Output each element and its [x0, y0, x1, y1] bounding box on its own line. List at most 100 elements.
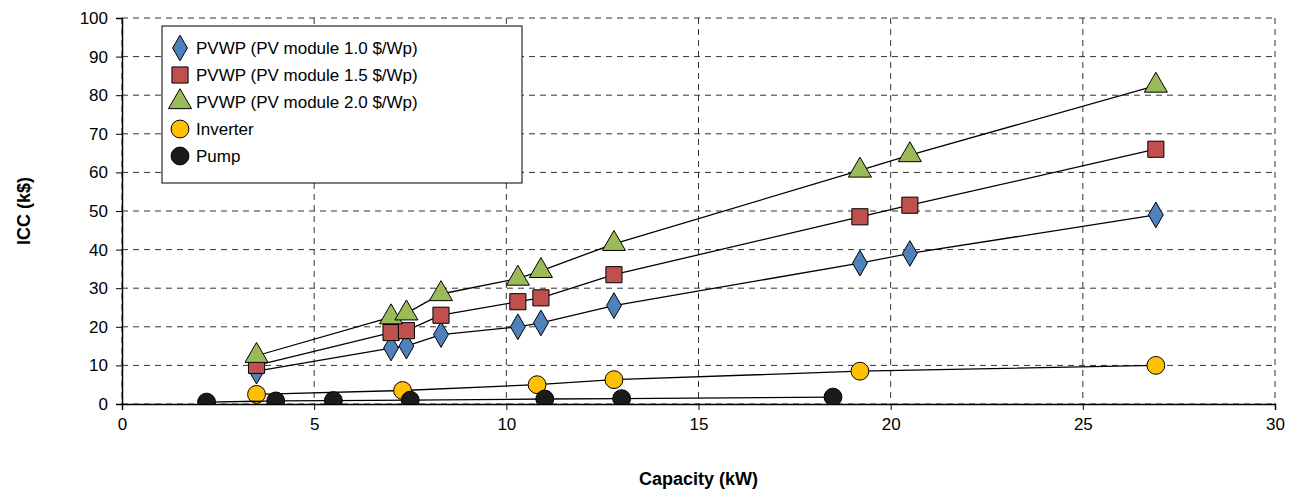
point — [605, 371, 623, 389]
tick-mark — [1083, 404, 1084, 410]
point — [848, 157, 871, 177]
tick-mark — [116, 211, 122, 212]
tick-label: 10 — [497, 415, 516, 434]
legend-box — [162, 26, 522, 183]
point — [534, 310, 549, 336]
tick-label: 5 — [310, 415, 319, 434]
point — [198, 393, 216, 404]
point — [383, 325, 399, 341]
tick-mark — [116, 172, 122, 173]
grid-line — [1082, 18, 1083, 404]
point — [536, 390, 554, 404]
grid-line — [1275, 18, 1276, 404]
tick: 80 — [89, 86, 122, 105]
tick: 20 — [89, 318, 122, 337]
tick-label: 25 — [1074, 415, 1093, 434]
point — [267, 392, 285, 404]
point — [429, 281, 452, 301]
point — [245, 342, 268, 362]
point — [433, 307, 449, 323]
tick-label: 30 — [1266, 415, 1285, 434]
point — [533, 290, 549, 306]
tick-label: 100 — [80, 9, 108, 28]
tick-label: 60 — [89, 163, 108, 182]
point — [506, 265, 529, 285]
tick-mark — [506, 404, 507, 410]
tick: 60 — [89, 163, 122, 182]
tick: 20 — [882, 404, 901, 434]
tick-mark — [116, 288, 122, 289]
grid — [122, 18, 1275, 404]
tick-label: 50 — [89, 202, 108, 221]
tick: 25 — [1074, 404, 1093, 434]
point — [851, 362, 869, 380]
tick-mark — [1275, 404, 1276, 410]
tick-mark — [116, 95, 122, 96]
tick-mark — [314, 404, 315, 410]
tick: 5 — [310, 404, 319, 434]
tick-mark — [116, 134, 122, 135]
tick-label: 0 — [118, 415, 127, 434]
tick-mark — [116, 327, 122, 328]
tick: 0 — [118, 404, 127, 434]
tick-label: 15 — [690, 415, 709, 434]
point — [902, 197, 918, 213]
legend-label: Pump — [196, 147, 240, 166]
tick: 70 — [89, 125, 122, 144]
legend-symbol — [173, 35, 188, 61]
grid-line — [890, 18, 891, 404]
point — [510, 294, 526, 310]
tick: 100 — [80, 9, 122, 28]
point — [613, 390, 631, 404]
tick-mark — [116, 250, 122, 251]
legend-symbol — [168, 89, 191, 109]
y-axis: 0 10 20 30 40 50 60 70 80 90 100 — [80, 9, 123, 414]
tick-mark — [116, 57, 122, 58]
point — [1144, 72, 1167, 92]
point — [1148, 141, 1164, 157]
tick-label: 20 — [89, 318, 108, 337]
legend-symbol — [171, 147, 189, 165]
point — [510, 314, 525, 340]
grid-line — [698, 18, 699, 404]
tick: 10 — [89, 356, 122, 375]
tick-label: 80 — [89, 86, 108, 105]
tick: 15 — [690, 404, 709, 434]
tick: 0 — [99, 395, 122, 414]
point — [401, 391, 419, 404]
tick: 40 — [89, 241, 122, 260]
tick-label: 10 — [89, 356, 108, 375]
tick: 90 — [89, 48, 122, 67]
legend-label: PVWP (PV module 1.5 $/Wp) — [196, 66, 418, 85]
tick-label: 90 — [89, 48, 108, 67]
point — [602, 231, 625, 251]
y-axis-title: ICC (k$) — [14, 177, 34, 245]
point — [824, 388, 842, 404]
legend-symbol — [171, 120, 189, 138]
tick: 30 — [1266, 404, 1285, 434]
tick-label: 20 — [882, 415, 901, 434]
legend-symbol — [172, 67, 188, 83]
tick-label: 40 — [89, 241, 108, 260]
point — [324, 392, 342, 404]
point — [395, 300, 418, 320]
tick-mark — [116, 404, 122, 405]
point — [1147, 356, 1165, 374]
x-axis-title: Capacity (kW) — [639, 469, 758, 489]
legend-label: Inverter — [196, 120, 254, 139]
point — [607, 293, 622, 319]
series-line — [257, 365, 1156, 394]
point — [606, 267, 622, 283]
tick-label: 0 — [99, 395, 108, 414]
point — [898, 142, 921, 162]
series-line — [257, 215, 1156, 371]
tick-mark — [116, 365, 122, 366]
point — [529, 258, 552, 278]
tick-mark — [699, 404, 700, 410]
point — [853, 250, 868, 276]
axis-line — [123, 405, 1276, 411]
tick-label: 70 — [89, 125, 108, 144]
tick-label: 30 — [89, 279, 108, 298]
chart: 0 5 10 15 20 25 30 0 10 20 30 40 50 60 70 80 90 100 Capaci… — [0, 0, 1299, 499]
point — [434, 322, 449, 348]
